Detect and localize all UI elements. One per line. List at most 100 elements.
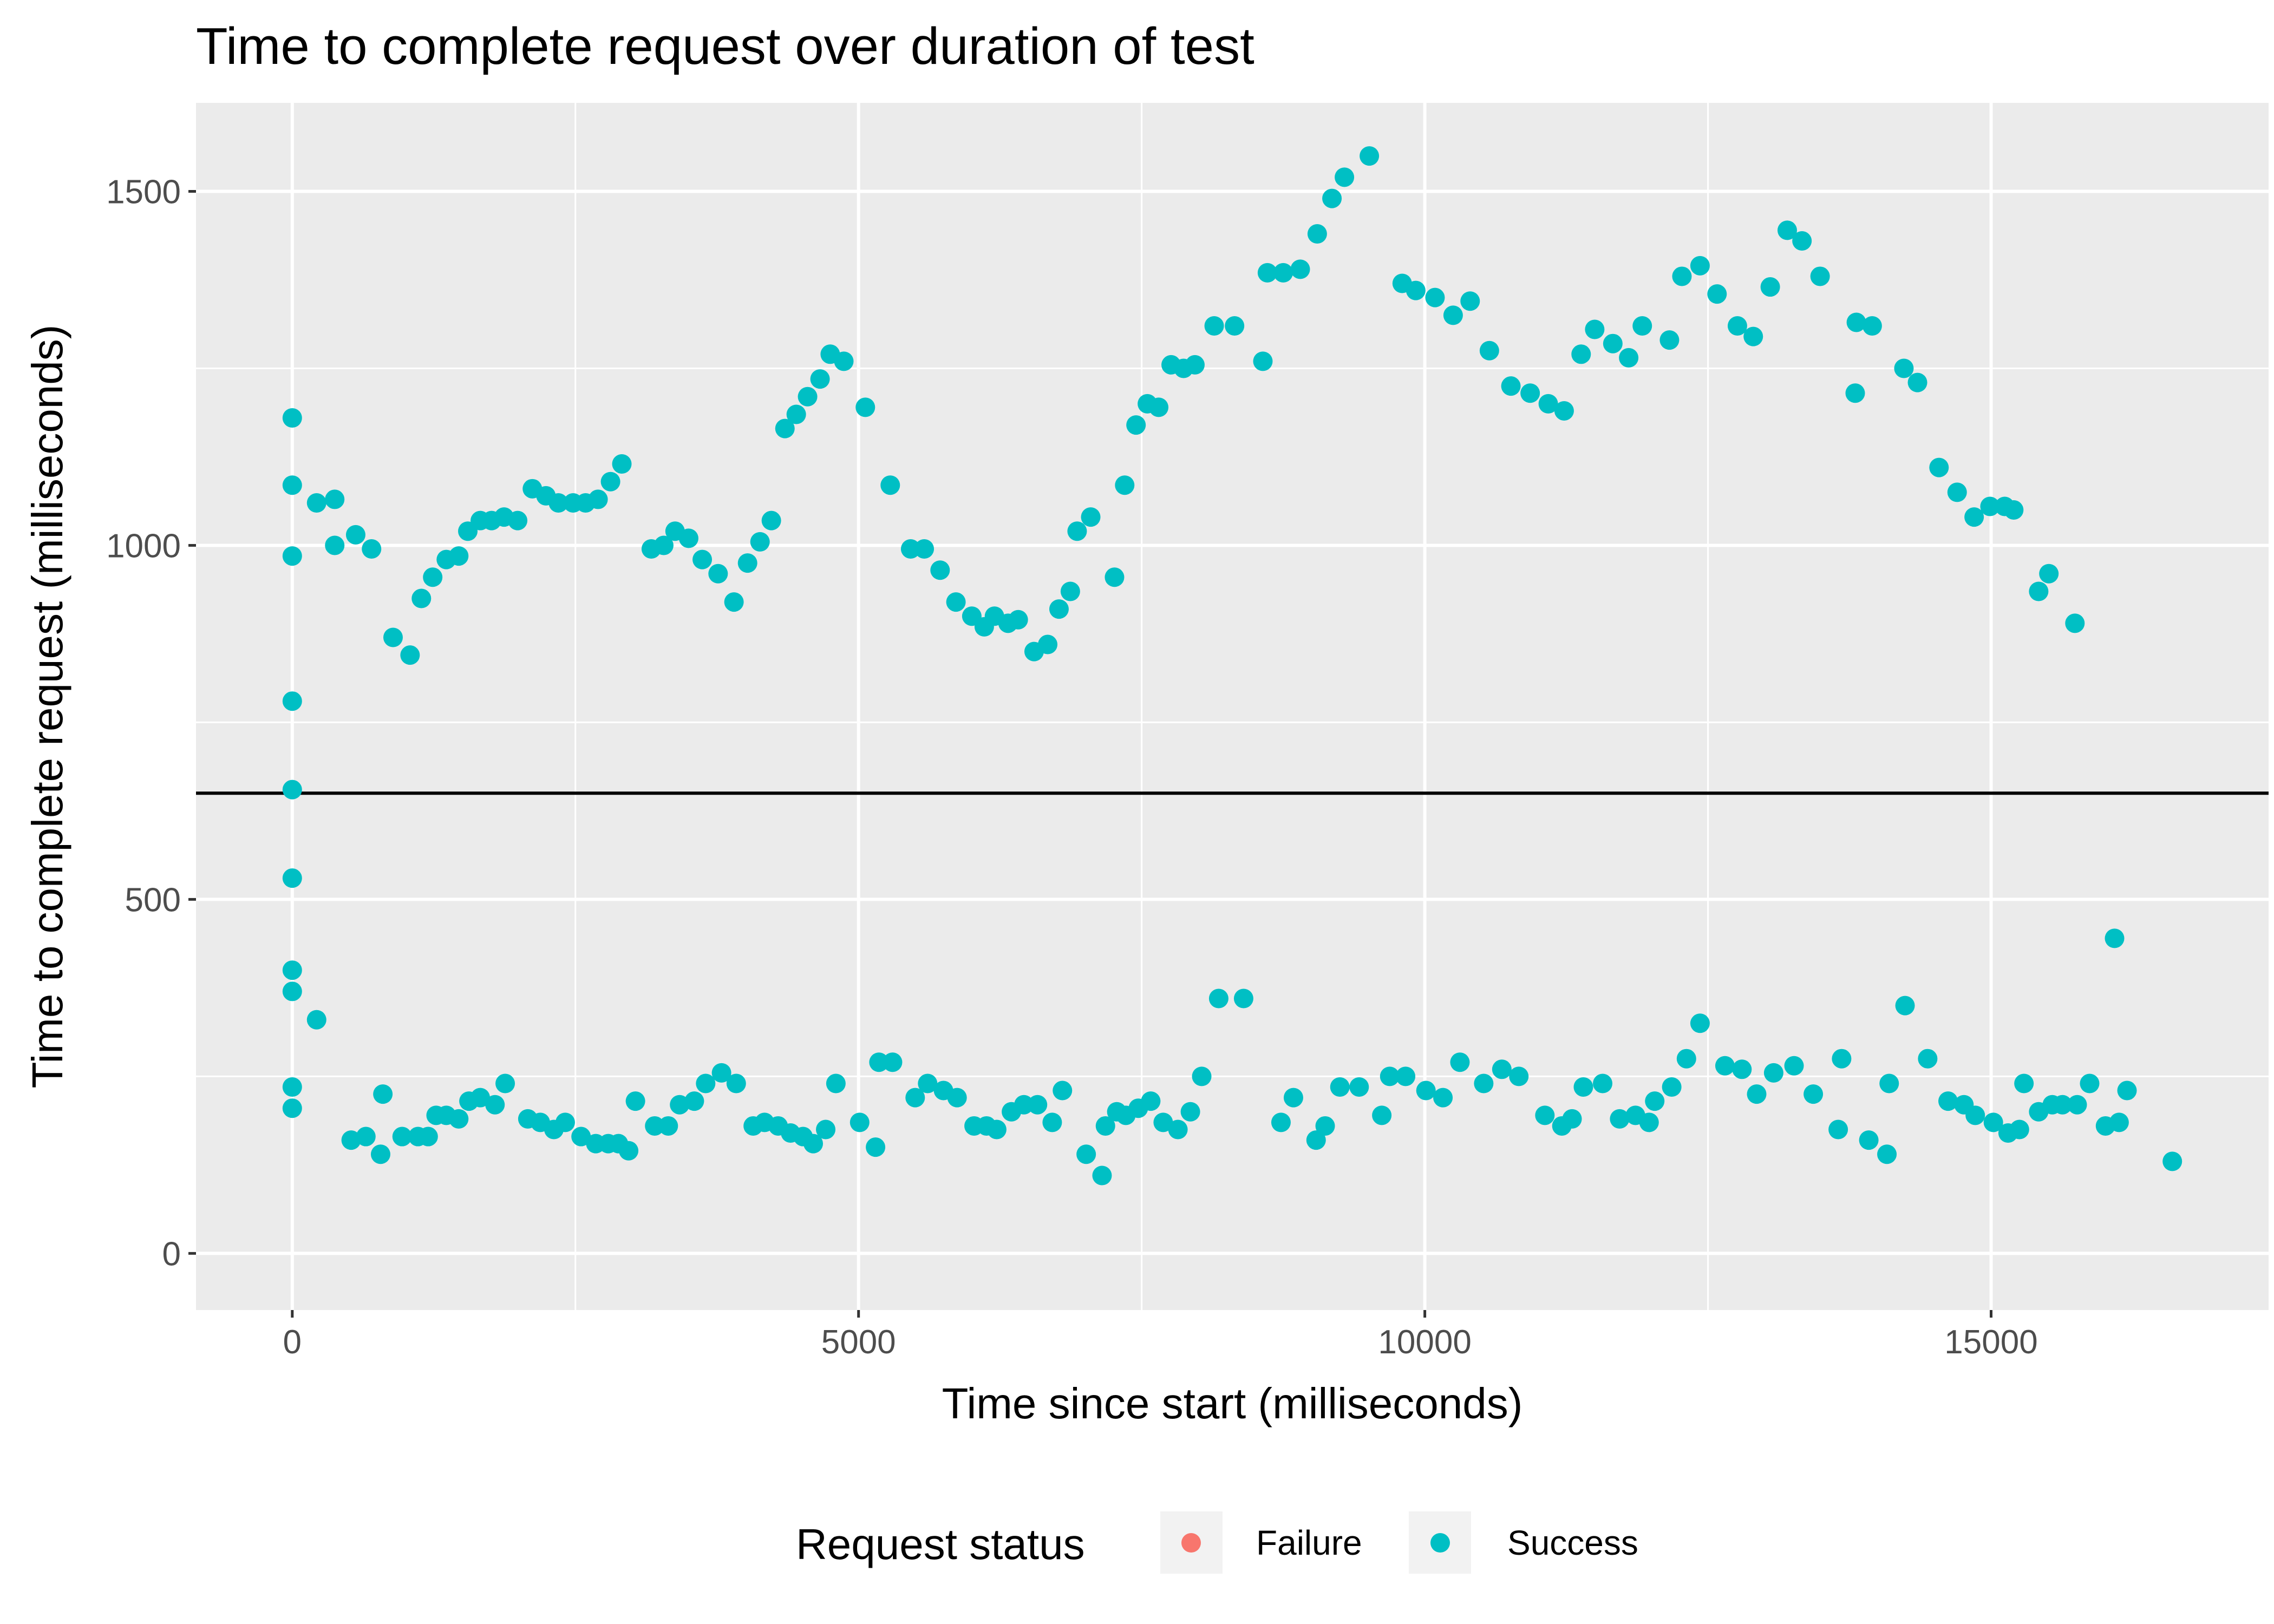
data-point-success [914, 539, 935, 559]
data-point-success [1965, 1105, 1985, 1125]
data-point-success [282, 981, 302, 1001]
data-point-success [1076, 1144, 1096, 1164]
data-point-success [1257, 263, 1277, 283]
data-point-success [370, 1144, 390, 1164]
y-tick-label: 500 [125, 881, 181, 919]
data-point-success [1067, 521, 1087, 541]
data-point-success [571, 1127, 591, 1147]
data-point-success [2162, 1151, 2182, 1171]
y-tick-label: 1000 [106, 527, 181, 565]
data-point-success [1859, 1130, 1879, 1150]
data-point-success [834, 351, 854, 371]
data-point-success [1929, 457, 1949, 477]
data-point-success [1895, 996, 1915, 1016]
data-point-success [1105, 567, 1125, 587]
x-tick-label: 0 [283, 1324, 302, 1361]
data-point-success [1322, 188, 1342, 208]
data-point-success [1149, 397, 1169, 417]
data-point-success [1639, 1112, 1659, 1132]
data-point-success [2053, 1095, 2073, 1115]
legend-label-failure: Failure [1256, 1523, 1362, 1562]
data-point-success [1474, 1073, 1494, 1093]
data-point-success [325, 489, 345, 509]
data-point-success [1204, 316, 1224, 336]
data-point-success [1208, 988, 1229, 1009]
data-point-success [1479, 340, 1499, 361]
data-point-success [619, 1141, 639, 1161]
data-point-success [1042, 1112, 1062, 1132]
chart-title: Time to complete request over duration o… [196, 17, 1254, 75]
data-point-success [1562, 1109, 1582, 1129]
data-point-success [1828, 1119, 1848, 1140]
data-point-success [1038, 634, 1058, 654]
data-point-success [1894, 358, 1914, 378]
data-point-success [726, 1073, 746, 1093]
data-point-success [306, 1010, 326, 1030]
grid-minor [196, 103, 2269, 1310]
data-point-success [855, 397, 875, 417]
data-point-success [1907, 372, 1927, 392]
data-point-success [1715, 1056, 1735, 1076]
data-point-success [1707, 284, 1727, 304]
data-point-success [423, 567, 443, 587]
data-point-success [1225, 316, 1245, 336]
data-point-success [1315, 1116, 1335, 1136]
data-point-success [1049, 599, 1069, 619]
data-point-success [418, 1127, 438, 1147]
data-point-success [1676, 1049, 1696, 1069]
data-point-success [1743, 326, 1763, 346]
data-point-success [798, 387, 818, 407]
data-point-success [449, 546, 469, 566]
data-point-success [1862, 316, 1882, 336]
data-point-success [1877, 1144, 1897, 1164]
legend-label-success: Success [1507, 1523, 1638, 1562]
data-point-success [345, 525, 365, 545]
data-point-success [930, 560, 950, 580]
data-point-success [1845, 383, 1865, 403]
data-point-success [1980, 496, 2000, 516]
data-point-success [485, 1095, 505, 1115]
data-point-success [1307, 224, 1327, 244]
data-point-success [2004, 500, 2024, 520]
data-point-success [1571, 344, 1591, 364]
data-point-success [645, 1116, 665, 1136]
data-point-success [1632, 316, 1652, 336]
data-point-success [1283, 1088, 1303, 1108]
data-point-success [1380, 1066, 1400, 1086]
data-point-success [803, 1134, 824, 1154]
data-point-success [282, 408, 302, 428]
x-tick-label: 15000 [1944, 1324, 2037, 1361]
data-point-success [383, 627, 403, 647]
data-point-success [1306, 1130, 1326, 1150]
y-axis-ticks: 0 500 1000 1500 [106, 173, 196, 1273]
data-point-success [1028, 1095, 1048, 1115]
data-point-success [1330, 1077, 1350, 1097]
legend-marker-failure [1181, 1533, 1201, 1553]
data-point-success [612, 454, 632, 474]
data-point-success [1008, 610, 1028, 630]
x-tick-label: 5000 [821, 1324, 896, 1361]
data-point-success [1060, 581, 1080, 601]
data-point-success [1593, 1073, 1613, 1093]
data-points [282, 146, 2182, 1186]
y-axis-title: Time to complete request (milliseconds) [23, 325, 71, 1089]
data-point-success [282, 780, 302, 800]
data-point-success [658, 1116, 678, 1136]
data-point-success [670, 1095, 690, 1115]
legend-marker-success [1430, 1533, 1450, 1553]
data-point-success [2065, 613, 2085, 633]
data-point-success [1192, 1066, 1212, 1086]
data-point-success [1672, 266, 1692, 286]
data-point-success [1792, 231, 1812, 251]
data-point-success [282, 868, 302, 888]
data-point-success [1233, 988, 1253, 1009]
data-point-success [775, 418, 795, 438]
data-point-success [692, 549, 713, 569]
data-point-success [1271, 1112, 1291, 1132]
data-point-success [761, 510, 781, 531]
data-point-success [826, 1073, 846, 1093]
data-point-success [737, 553, 757, 573]
data-point-success [548, 493, 568, 513]
data-point-success [1918, 1049, 1938, 1069]
y-tick-label: 0 [162, 1235, 181, 1273]
